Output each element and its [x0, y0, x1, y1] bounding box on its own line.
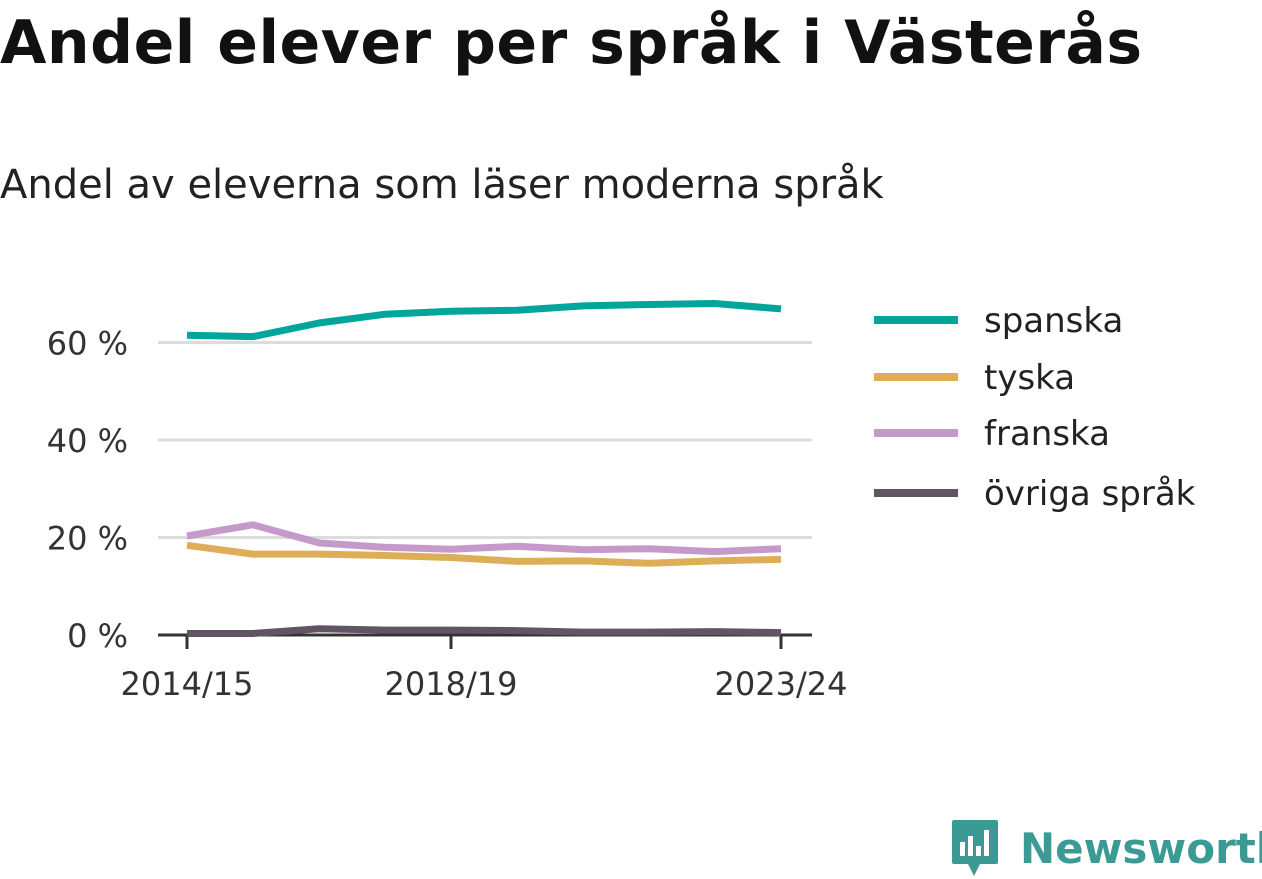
legend-label-franska: franska	[984, 414, 1110, 454]
brand-name: Newsworthy	[1020, 823, 1262, 873]
y-tick-label: 40 %	[47, 422, 128, 460]
x-tick-label: 2018/19	[385, 665, 518, 703]
series-line-övriga-språk	[187, 625, 782, 637]
newsworthy-logo-icon	[952, 820, 998, 876]
y-tick-label: 0 %	[67, 617, 128, 655]
x-tick-label: 2014/15	[121, 665, 254, 703]
legend-label-spanska: spanska	[984, 301, 1123, 341]
y-tick-label: 20 %	[47, 520, 128, 558]
chart-subtitle: Andel av eleverna som läser moderna språ…	[0, 162, 884, 208]
x-tick-label: 2023/24	[715, 665, 848, 703]
series-line-spanska	[186, 300, 782, 341]
newsworthy-logo: Newsworthy	[950, 818, 1262, 878]
y-tick-label: 60 %	[47, 325, 128, 363]
chart-title: Andel elever per språk i Västerås	[0, 8, 1143, 78]
legend-label-övriga-språk: övriga språk	[984, 474, 1196, 514]
legend-label-tyska: tyska	[984, 358, 1075, 398]
series-line-franska	[186, 521, 782, 556]
series-line-tyska	[186, 541, 782, 567]
